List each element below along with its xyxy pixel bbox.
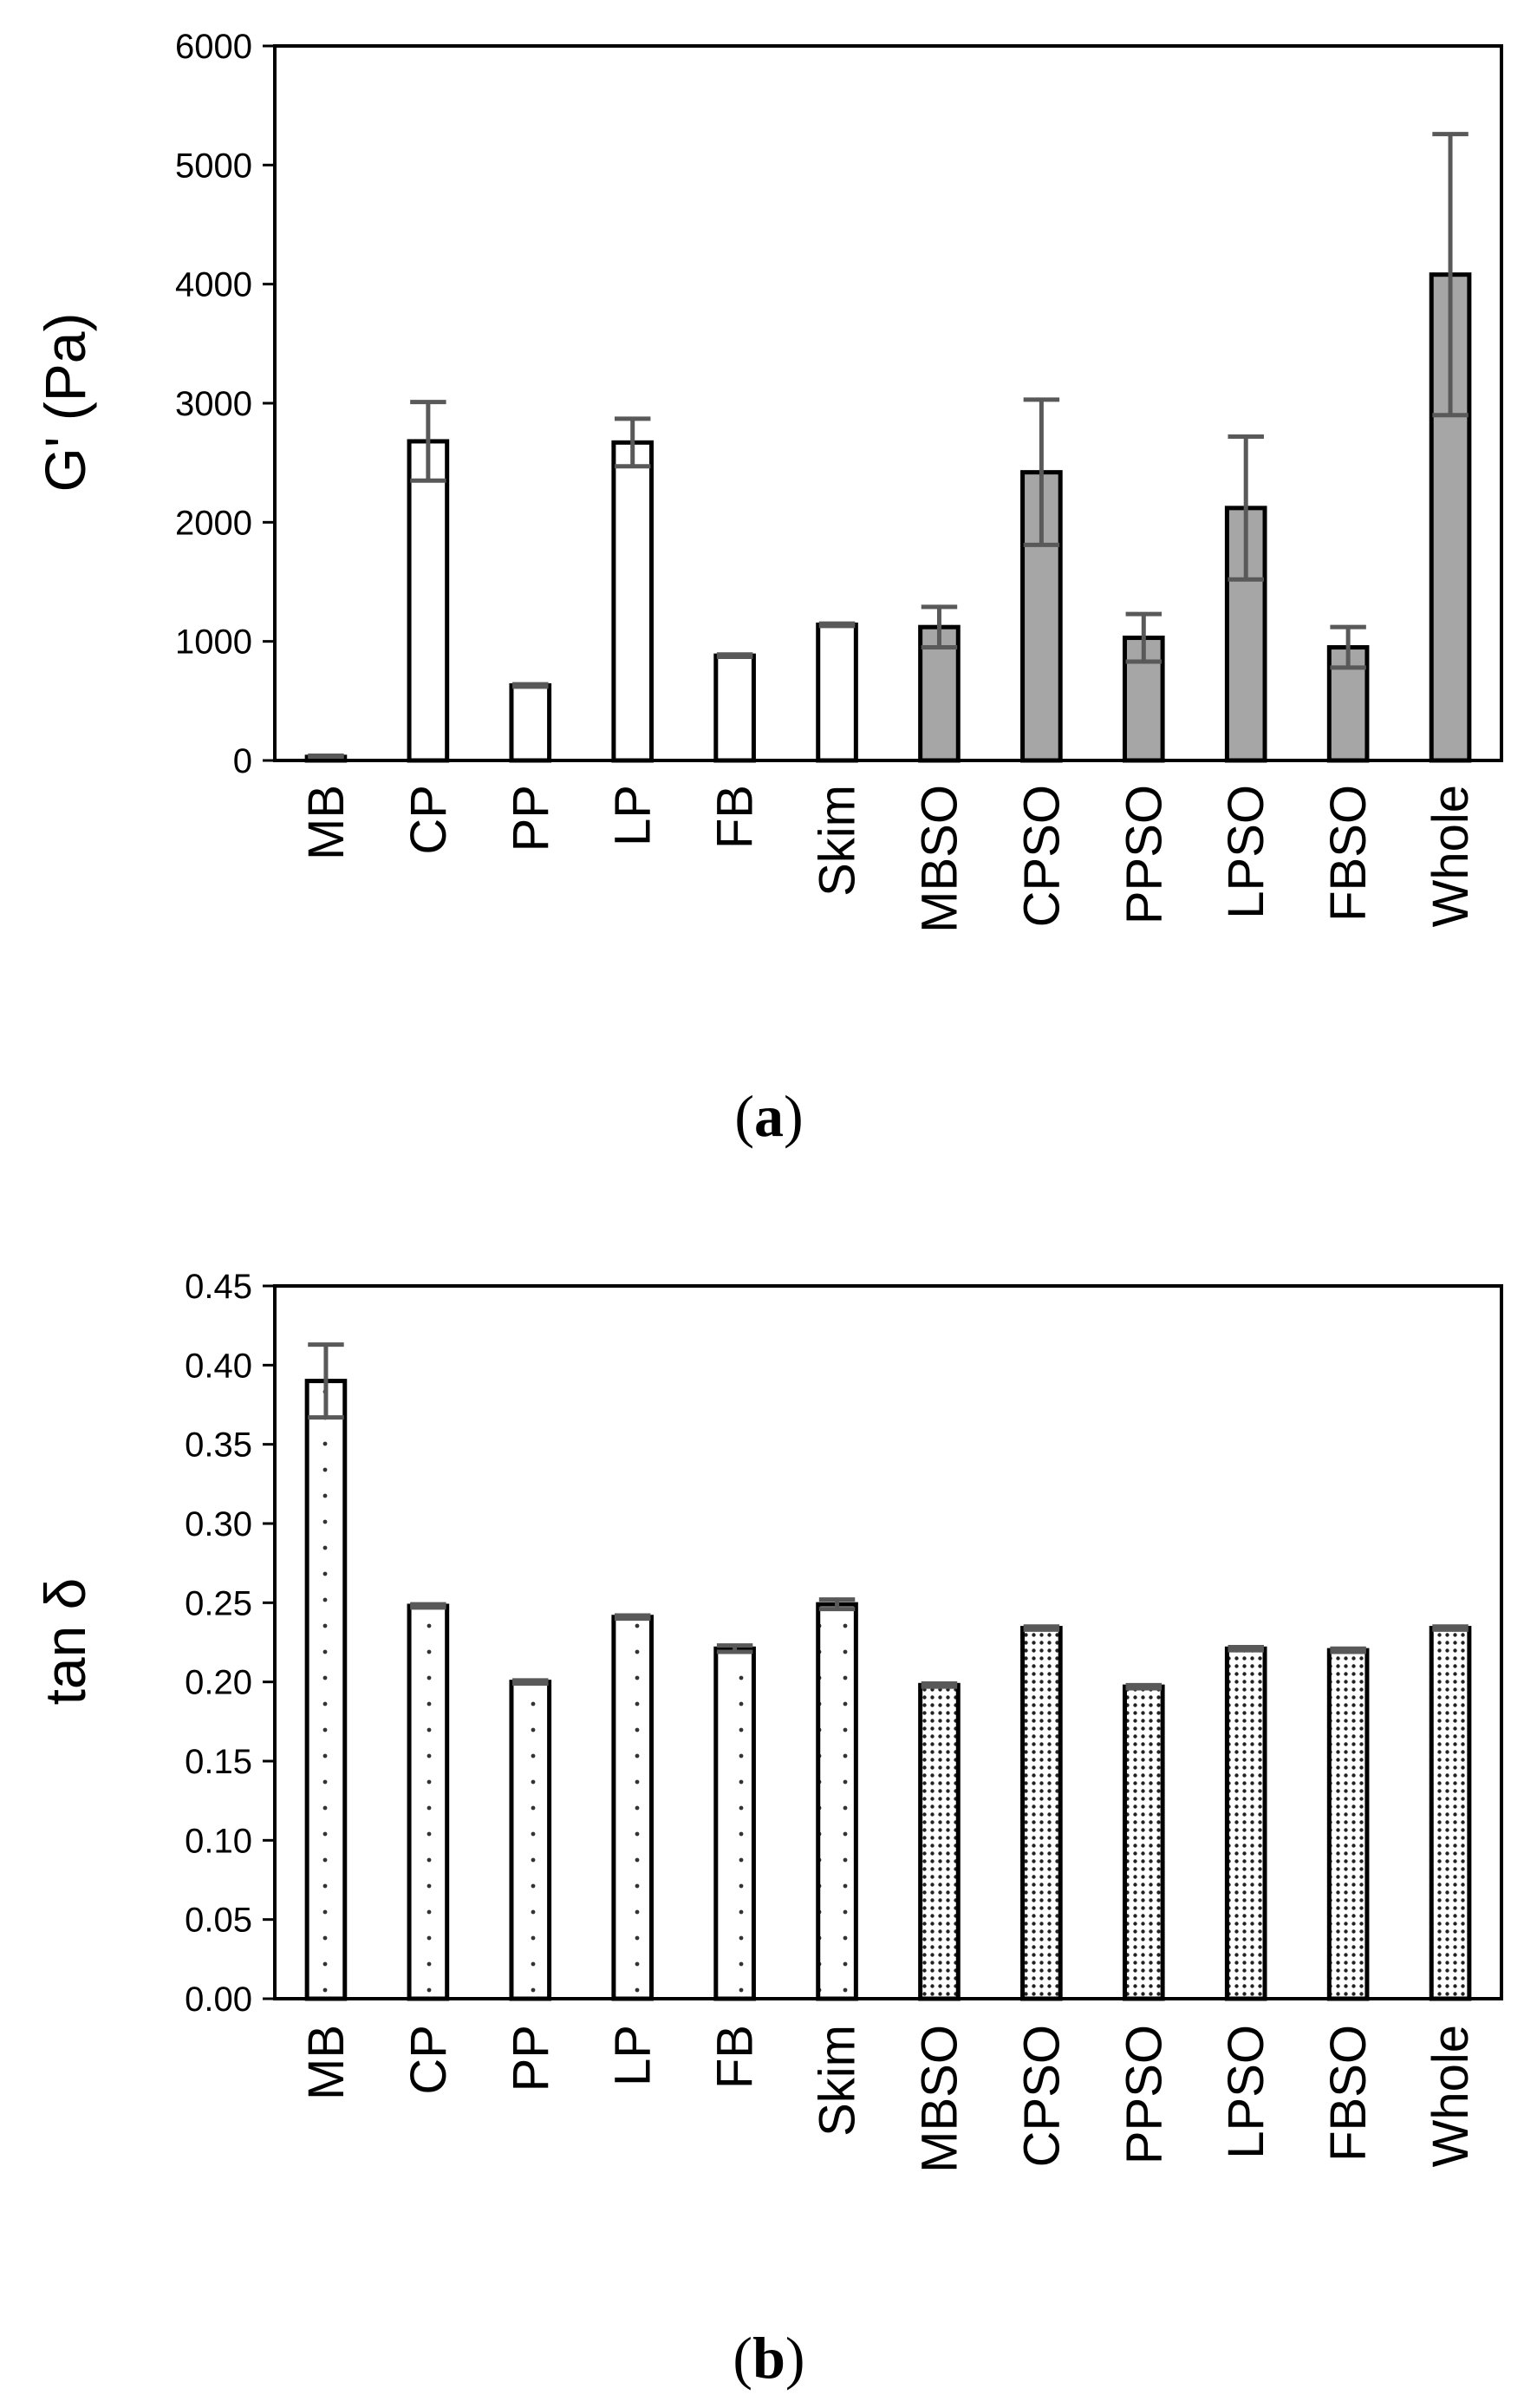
error-bar-skim — [818, 621, 856, 629]
y-tick-label: 0 — [233, 742, 252, 780]
x-category-label: MBSO — [911, 785, 967, 933]
error-bar-lpso — [1228, 434, 1264, 582]
error-bar-whole — [1432, 132, 1469, 418]
error-bar-lp — [614, 416, 651, 469]
x-category-label: LP — [605, 2025, 661, 2086]
y-tick-label: 0.10 — [185, 1822, 252, 1860]
x-category-label: FB — [707, 785, 764, 849]
bar-ppso — [1122, 1684, 1165, 2001]
bar-mb — [304, 1379, 348, 2001]
x-category-label: FB — [707, 2025, 764, 2089]
error-bar-lp — [614, 1613, 651, 1622]
error-bar-ppso — [1125, 1682, 1163, 1691]
bar-lp — [611, 1615, 655, 2001]
bar-pp — [509, 1680, 552, 2001]
error-bar-mb — [308, 1342, 344, 1420]
error-bar-fbso — [1330, 1646, 1366, 1654]
chart-b-y-ticks: 0.00 0.05 0.10 0.15 0.20 0.25 0.30 0.35 0.40 0.45 — [185, 1268, 275, 2019]
y-tick-label: 1000 — [175, 623, 252, 662]
chart-a-y-axis-label: G' (Pa) — [33, 313, 97, 493]
chart-a-marks — [304, 132, 1472, 763]
bar-skim — [816, 1602, 858, 2001]
y-tick-label: 0.45 — [185, 1268, 252, 1306]
y-tick-label: 0.05 — [185, 1902, 252, 1940]
y-tick-label: 2000 — [175, 504, 252, 542]
error-bar-skim — [818, 1597, 856, 1612]
x-category-label: PP — [503, 2025, 559, 2092]
bar-cpso — [1020, 1626, 1063, 2001]
x-category-label: LP — [605, 785, 661, 846]
bar-fb — [713, 1646, 756, 2001]
bar-fbso — [1326, 1648, 1370, 2001]
x-category-label: Whole — [1423, 2025, 1479, 2167]
x-category-label: CPSO — [1013, 2025, 1070, 2167]
chart-a-x-categories: MB CP PP LP FB Skim MBSO CPSO PPSO LPSO FBSO Whole — [298, 785, 1479, 933]
bar-skim — [816, 622, 858, 763]
x-category-label: Whole — [1423, 785, 1479, 927]
error-bar-ppso — [1125, 611, 1163, 664]
chart-a-plot-frame — [273, 44, 1503, 762]
x-category-label: CP — [401, 785, 457, 855]
bar-mbso — [918, 1682, 961, 2001]
x-category-label: LPSO — [1218, 2025, 1274, 2159]
error-bar-cp — [410, 1602, 446, 1610]
error-bar-mbso — [921, 604, 958, 650]
chart-b-x-categories: MB CP PP LP FB Skim MBSO CPSO PPSO LPSO FBSO Whole — [298, 2025, 1479, 2173]
bar-cp — [407, 1603, 450, 2001]
y-tick-label: 0.25 — [185, 1584, 252, 1622]
x-category-label: MB — [298, 2025, 355, 2100]
x-category-label: Skim — [810, 785, 866, 897]
bar-whole — [1429, 1626, 1472, 2001]
chart-panel-a: 0 1000 2000 3000 4000 5000 6000 MB CP PP LP FB Skim… — [33, 28, 1503, 1149]
chart-panel-b: 0.00 0.05 0.10 0.15 0.20 0.25 0.30 0.35 0.40 0.45… — [33, 1268, 1503, 2391]
y-tick-label: 3000 — [175, 385, 252, 423]
y-tick-label: 4000 — [175, 266, 252, 304]
chart-b-panel-label: (b) — [733, 2325, 804, 2391]
x-category-label: PPSO — [1116, 785, 1172, 924]
x-category-label: PP — [503, 785, 559, 852]
x-category-label: PPSO — [1116, 2025, 1172, 2164]
chart-b-marks — [304, 1342, 1472, 2001]
x-category-label: FBSO — [1320, 785, 1377, 922]
y-tick-label: 0.35 — [185, 1426, 252, 1465]
x-category-label: MB — [298, 785, 355, 860]
chart-a-panel-label: (a) — [734, 1083, 803, 1149]
chart-a-y-ticks: 0 1000 2000 3000 4000 5000 6000 — [175, 28, 275, 780]
x-category-label: Skim — [810, 2025, 866, 2137]
error-bar-fb — [716, 652, 753, 660]
x-category-label: CP — [401, 2025, 457, 2095]
y-tick-label: 0.20 — [185, 1664, 252, 1702]
y-tick-label: 5000 — [175, 147, 252, 185]
x-category-label: MBSO — [911, 2025, 967, 2173]
x-category-label: CPSO — [1013, 785, 1070, 927]
error-bar-fb — [716, 1643, 753, 1654]
bar-fb — [713, 653, 756, 763]
error-bar-pp — [512, 1678, 549, 1686]
bar-cp — [407, 439, 450, 763]
error-bar-cp — [410, 400, 446, 483]
x-category-label: LPSO — [1218, 785, 1274, 919]
chart-b-plot-frame — [273, 1284, 1503, 2000]
bar-lpso — [1224, 1646, 1267, 2001]
chart-b-y-axis-label: tan δ — [33, 1578, 97, 1706]
error-bar-lpso — [1228, 1644, 1264, 1653]
error-bar-cpso — [1023, 1624, 1060, 1632]
y-tick-label: 0.15 — [185, 1743, 252, 1781]
y-tick-label: 0.40 — [185, 1347, 252, 1385]
y-tick-label: 0.30 — [185, 1505, 252, 1543]
error-bar-fbso — [1330, 624, 1366, 670]
bar-pp — [509, 682, 552, 763]
error-bar-mbso — [921, 1680, 958, 1689]
error-bar-pp — [512, 682, 549, 689]
y-tick-label: 6000 — [175, 28, 252, 66]
error-bar-mb — [308, 754, 344, 760]
x-category-label: FBSO — [1320, 2025, 1377, 2162]
y-tick-label: 0.00 — [185, 1981, 252, 2019]
error-bar-whole — [1432, 1624, 1469, 1632]
error-bar-cpso — [1023, 397, 1060, 547]
bar-lp — [611, 440, 655, 763]
